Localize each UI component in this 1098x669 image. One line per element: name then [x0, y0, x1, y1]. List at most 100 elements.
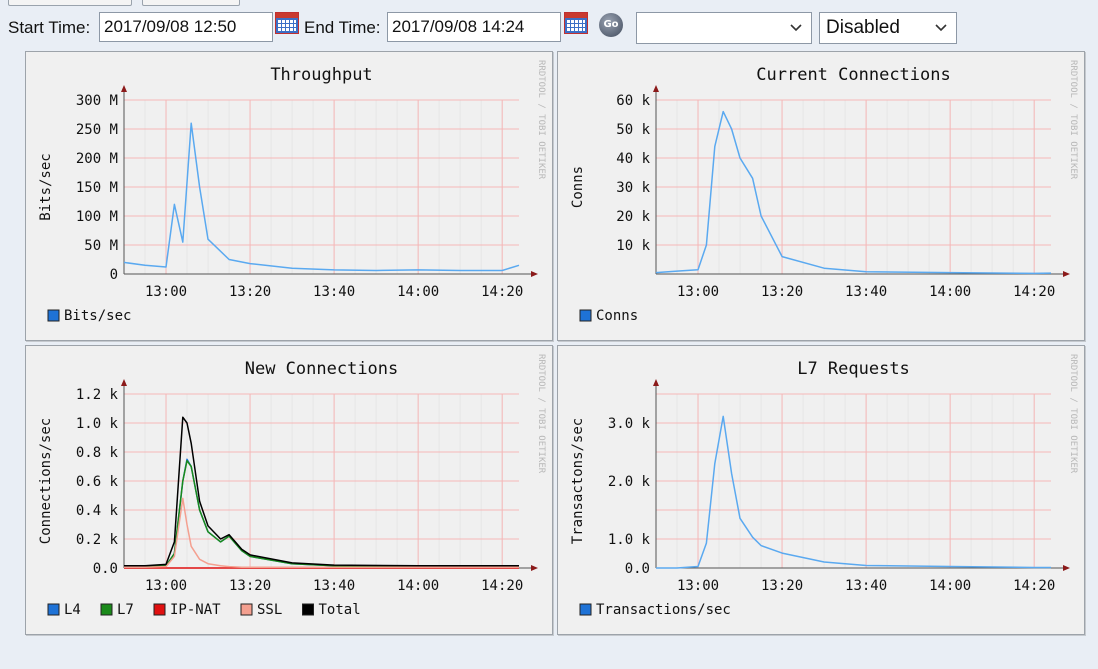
y-axis-label: Conns — [570, 166, 586, 208]
legend-label: IP-NAT — [170, 602, 221, 618]
l7-requests-svg: L7 Requests RRDTOOL / TOBI OETIKER Transac… — [570, 354, 1078, 618]
x-tick-label: 13:00 — [145, 578, 187, 594]
x-tick-label: 13:20 — [229, 284, 271, 300]
rrdtool-watermark: RRDTOOL / TOBI OETIKER — [1068, 60, 1078, 180]
x-tick-label: 14:00 — [397, 284, 439, 300]
y-tick-label: 0.8 k — [76, 445, 119, 461]
x-tick-label: 14:00 — [929, 284, 971, 300]
start-time-label: Start Time: — [8, 18, 91, 37]
x-tick-label: 13:00 — [677, 578, 719, 594]
filter-select[interactable] — [636, 12, 812, 44]
y-tick-label: 0 — [110, 267, 118, 283]
graph-title: Throughput — [270, 65, 372, 85]
chevron-down-icon — [935, 24, 947, 32]
new-connections-svg: New Connections RRDTOOL / TOBI OETIKER Con… — [38, 354, 546, 618]
l7-requests-graph: L7 Requests RRDTOOL / TOBI OETIKER Transac… — [557, 345, 1085, 635]
y-tick-label: 1.2 k — [76, 387, 119, 403]
x-tick-label: 14:00 — [929, 578, 971, 594]
end-time-input[interactable]: 2017/09/08 14:24 — [387, 12, 561, 42]
legend-label: SSL — [257, 602, 282, 618]
new-connections-graph: New Connections RRDTOOL / TOBI OETIKER Con… — [25, 345, 553, 635]
legend-label: L7 — [117, 602, 134, 618]
y-axis-arrow — [121, 379, 127, 386]
y-axis-arrow — [653, 379, 659, 386]
y-tick-label: 1.0 k — [76, 416, 119, 432]
series-line-transactions-sec — [656, 415, 1051, 569]
rrdtool-watermark: RRDTOOL / TOBI OETIKER — [1068, 354, 1078, 474]
y-tick-label: 0.0 — [625, 561, 650, 577]
y-tick-label: 50 M — [84, 238, 118, 254]
legend-label: Total — [319, 602, 361, 618]
end-calendar-icon[interactable] — [564, 12, 588, 34]
end-time-label: End Time: — [304, 18, 381, 37]
legend-label: L4 — [64, 602, 81, 618]
legend-label: Transactions/sec — [596, 602, 731, 618]
y-tick-label: 20 k — [616, 209, 650, 225]
x-tick-label: 13:20 — [761, 578, 803, 594]
current-connections-graph: Current Connections RRDTOOL / TOBI OETIKE… — [557, 51, 1085, 341]
x-tick-label: 13:40 — [313, 578, 355, 594]
rrdtool-watermark: RRDTOOL / TOBI OETIKER — [536, 354, 546, 474]
legend-swatch — [47, 603, 60, 616]
x-tick-label: 14:20 — [481, 284, 523, 300]
legend-swatch — [579, 603, 592, 616]
y-tick-label: 10 k — [616, 238, 650, 254]
y-tick-label: 30 k — [616, 180, 650, 196]
x-axis-arrow — [531, 271, 538, 277]
go-button[interactable]: Go — [599, 13, 623, 37]
y-tick-label: 40 k — [616, 151, 650, 167]
top-button-left[interactable] — [8, 0, 132, 6]
series-line-conns — [655, 110, 1052, 275]
series-line-total — [124, 416, 519, 567]
series-line-ssl — [124, 497, 519, 569]
legend-label: Bits/sec — [64, 308, 131, 324]
x-tick-label: 13:20 — [761, 284, 803, 300]
y-axis-arrow — [121, 85, 127, 92]
graph-title: Current Connections — [756, 65, 950, 85]
y-tick-label: 2.0 k — [608, 474, 651, 490]
y-tick-label: 200 M — [76, 151, 118, 167]
chevron-down-icon — [790, 24, 802, 32]
y-tick-label: 60 k — [616, 93, 650, 109]
graph-title: L7 Requests — [797, 359, 910, 379]
y-tick-label: 1.0 k — [608, 532, 651, 548]
throughput-svg: Throughput RRDTOOL / TOBI OETIKER Bits/sec… — [38, 60, 546, 324]
x-axis-arrow — [1063, 271, 1070, 277]
y-tick-label: 0.2 k — [76, 532, 119, 548]
start-calendar-icon[interactable] — [275, 12, 299, 34]
x-tick-label: 13:00 — [677, 284, 719, 300]
x-axis-arrow — [531, 565, 538, 571]
top-button-right[interactable] — [142, 0, 240, 6]
y-tick-label: 50 k — [616, 122, 650, 138]
mode-select-value: Disabled — [826, 17, 900, 38]
start-time-input[interactable]: 2017/09/08 12:50 — [99, 12, 273, 42]
legend-swatch — [153, 603, 166, 616]
graph-title: New Connections — [245, 359, 399, 379]
legend-swatch — [579, 309, 592, 322]
x-tick-label: 14:20 — [1013, 284, 1055, 300]
y-tick-label: 250 M — [76, 122, 118, 138]
mode-select[interactable]: Disabled — [819, 12, 957, 44]
current-connections-svg: Current Connections RRDTOOL / TOBI OETIKE… — [570, 60, 1078, 324]
x-tick-label: 14:00 — [397, 578, 439, 594]
y-tick-label: 0.6 k — [76, 474, 119, 490]
x-tick-label: 13:40 — [845, 578, 887, 594]
x-axis-arrow — [1063, 565, 1070, 571]
legend-swatch — [100, 603, 113, 616]
y-axis-arrow — [653, 85, 659, 92]
series-line-bits-sec — [123, 122, 520, 272]
x-tick-label: 13:20 — [229, 578, 271, 594]
y-tick-label: 300 M — [76, 93, 118, 109]
x-tick-label: 13:00 — [145, 284, 187, 300]
rrdtool-watermark: RRDTOOL / TOBI OETIKER — [536, 60, 546, 180]
y-tick-label: 100 M — [76, 209, 118, 225]
y-tick-label: 0.4 k — [76, 503, 119, 519]
legend-swatch — [240, 603, 253, 616]
x-tick-label: 13:40 — [845, 284, 887, 300]
time-toolbar: Start Time: 2017/09/08 12:50 End Time: 2… — [0, 8, 1098, 44]
throughput-graph: Throughput RRDTOOL / TOBI OETIKER Bits/sec… — [25, 51, 553, 341]
y-axis-label: Bits/sec — [38, 153, 54, 220]
legend-swatch — [302, 603, 314, 616]
x-tick-label: 14:20 — [1013, 578, 1055, 594]
y-tick-label: 150 M — [76, 180, 118, 196]
